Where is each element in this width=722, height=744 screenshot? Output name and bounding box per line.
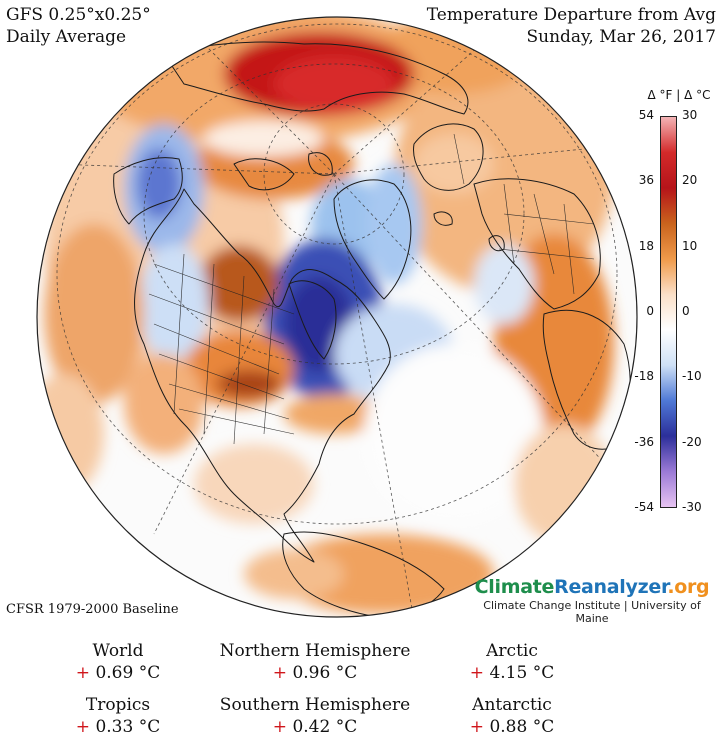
header-right: Temperature Departure from Avg Sunday, M…: [427, 4, 716, 48]
anomaly-area: [217, 370, 281, 398]
stat-value: 0.33 °C: [95, 717, 161, 737]
brand-subtitle: Climate Change Institute | University of…: [483, 599, 701, 625]
stat-value: 0.69 °C: [95, 663, 161, 683]
anomaly-area: [244, 549, 344, 599]
anomaly-area: [474, 244, 534, 324]
anomaly-area: [364, 344, 544, 524]
brand-block: ClimateReanalyzer.org Climate Change Ins…: [466, 576, 718, 625]
stat-southern-hemisphere: Southern Hemisphere + 0.42 °C: [215, 694, 415, 738]
stat-sign: +: [75, 717, 91, 737]
stat-value: 0.88 °C: [489, 717, 555, 737]
colorbar-tick-label: 20: [682, 173, 698, 188]
anomaly-area: [204, 121, 324, 157]
stat-world: World + 0.69 °C: [18, 640, 218, 684]
brand-logo[interactable]: ClimateReanalyzer.org: [466, 576, 718, 598]
header-left: GFS 0.25°x0.25° Daily Average: [6, 4, 151, 48]
stat-value: 0.96 °C: [292, 663, 358, 683]
brand-logo-part: Climate: [474, 576, 555, 598]
stat-name: Southern Hemisphere: [219, 695, 411, 715]
globe-svg: [36, 16, 638, 618]
colorbar-tick-label: -30: [682, 500, 702, 514]
political-borders: [148, 133, 595, 445]
brand-logo-part: Reanalyzer: [554, 576, 668, 598]
anomaly-area: [366, 164, 422, 284]
colorbar-header: Δ °F | Δ °C: [647, 88, 711, 102]
stat-tropics: Tropics + 0.33 °C: [18, 694, 218, 738]
colorbar-tick-label: -20: [682, 434, 702, 449]
anomaly-area: [514, 424, 614, 544]
colorbar-tick-label: 36: [638, 173, 654, 188]
stat-name: Antarctic: [472, 695, 552, 715]
anomaly-area: [139, 244, 209, 364]
colorbar-tick-label: 0: [682, 304, 690, 318]
anomaly-area: [137, 149, 181, 219]
colorbar-tick-label: 0: [646, 304, 654, 318]
stat-value: 0.42 °C: [292, 717, 358, 737]
coastlines: [113, 41, 631, 617]
colorbar: [660, 116, 677, 508]
anomaly-area: [44, 224, 144, 404]
colorbar-tick-label: -18: [634, 369, 654, 384]
stat-name: World: [92, 641, 144, 661]
anomaly-area: [274, 56, 394, 112]
brand-logo-part: .org: [667, 576, 710, 598]
stat-northern-hemisphere: Northern Hemisphere + 0.96 °C: [215, 640, 415, 684]
globe-outline: [36, 16, 638, 618]
anomaly-area: [124, 354, 204, 454]
anomaly-area: [274, 534, 494, 614]
anomaly-area: [284, 394, 384, 434]
stat-sign: +: [272, 717, 288, 737]
stat-name: Northern Hemisphere: [219, 641, 411, 661]
colorbar-tick-label: -54: [634, 500, 654, 514]
model-label: GFS 0.25°x0.25°: [6, 5, 151, 25]
stat-sign: +: [469, 663, 485, 683]
anomaly-area: [199, 246, 279, 322]
colorbar-tick-label: 54: [638, 108, 654, 122]
colorbar-tick-label: 10: [682, 238, 698, 253]
stat-sign: +: [272, 663, 288, 683]
colorbar-tick-label: 18: [638, 238, 654, 253]
stat-name: Arctic: [486, 641, 538, 661]
map-date: Sunday, Mar 26, 2017: [526, 27, 717, 47]
stat-name: Tropics: [85, 695, 151, 715]
map-title: Temperature Departure from Avg: [426, 5, 716, 25]
stat-arctic: Arctic + 4.15 °C: [412, 640, 612, 684]
period-label: Daily Average: [6, 27, 127, 47]
colorbar-tick-label: -10: [682, 369, 702, 384]
stat-sign: +: [469, 717, 485, 737]
stat-antarctic: Antarctic + 0.88 °C: [412, 694, 612, 738]
globe-map: [34, 14, 640, 620]
stat-value: 4.15 °C: [489, 663, 555, 683]
colorbar-tick-label: -36: [634, 434, 654, 449]
baseline-label: CFSR 1979-2000 Baseline: [6, 602, 179, 617]
stat-sign: +: [75, 663, 91, 683]
colorbar-tick-label: 30: [682, 108, 698, 122]
anomaly-area: [194, 444, 314, 524]
